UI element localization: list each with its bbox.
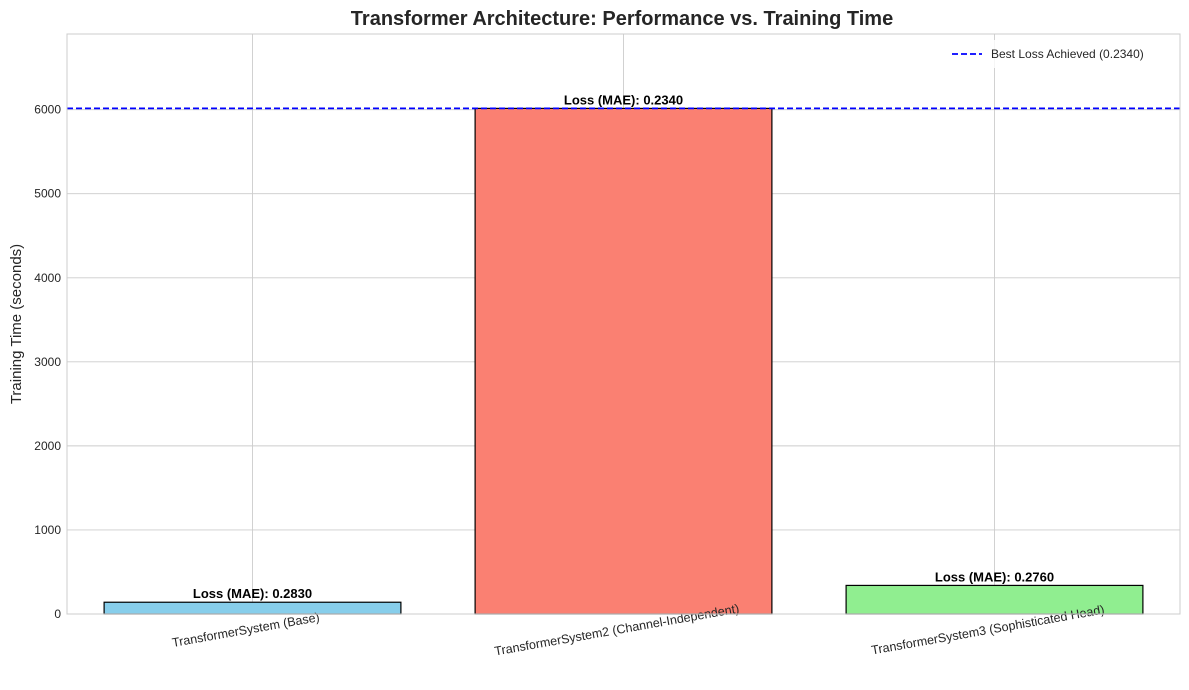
y-tick-label: 0 bbox=[54, 607, 61, 621]
bar bbox=[103, 601, 402, 615]
bar-data-label: Loss (MAE): 0.2830 bbox=[193, 586, 312, 601]
y-axis-label: Training Time (seconds) bbox=[8, 244, 25, 404]
chart-title: Transformer Architecture: Performance vs… bbox=[351, 8, 893, 30]
y-tick-label: 6000 bbox=[34, 103, 61, 117]
bar-data-label: Loss (MAE): 0.2340 bbox=[564, 92, 683, 107]
plot-area: 0 1000 2000 3000 4000 5000 6000 Loss (MAE): 0.2… bbox=[34, 33, 1181, 659]
plot-frame bbox=[66, 33, 1181, 615]
legend-entry-label: Best Loss Achieved (0.2340) bbox=[991, 47, 1144, 61]
y-tick-label: 3000 bbox=[34, 355, 61, 369]
legend: Best Loss Achieved (0.2340) bbox=[944, 40, 1176, 68]
y-tick-label: 2000 bbox=[34, 439, 61, 453]
y-tick-label: 4000 bbox=[34, 271, 61, 285]
legend-box bbox=[944, 40, 1176, 68]
bar-data-label: Loss (MAE): 0.2760 bbox=[935, 569, 1054, 584]
x-tick-label: TransformerSystem (Base) bbox=[171, 610, 321, 650]
y-tick-label: 5000 bbox=[34, 187, 61, 201]
y-tick-label: 1000 bbox=[34, 523, 61, 537]
bar bbox=[474, 107, 773, 615]
